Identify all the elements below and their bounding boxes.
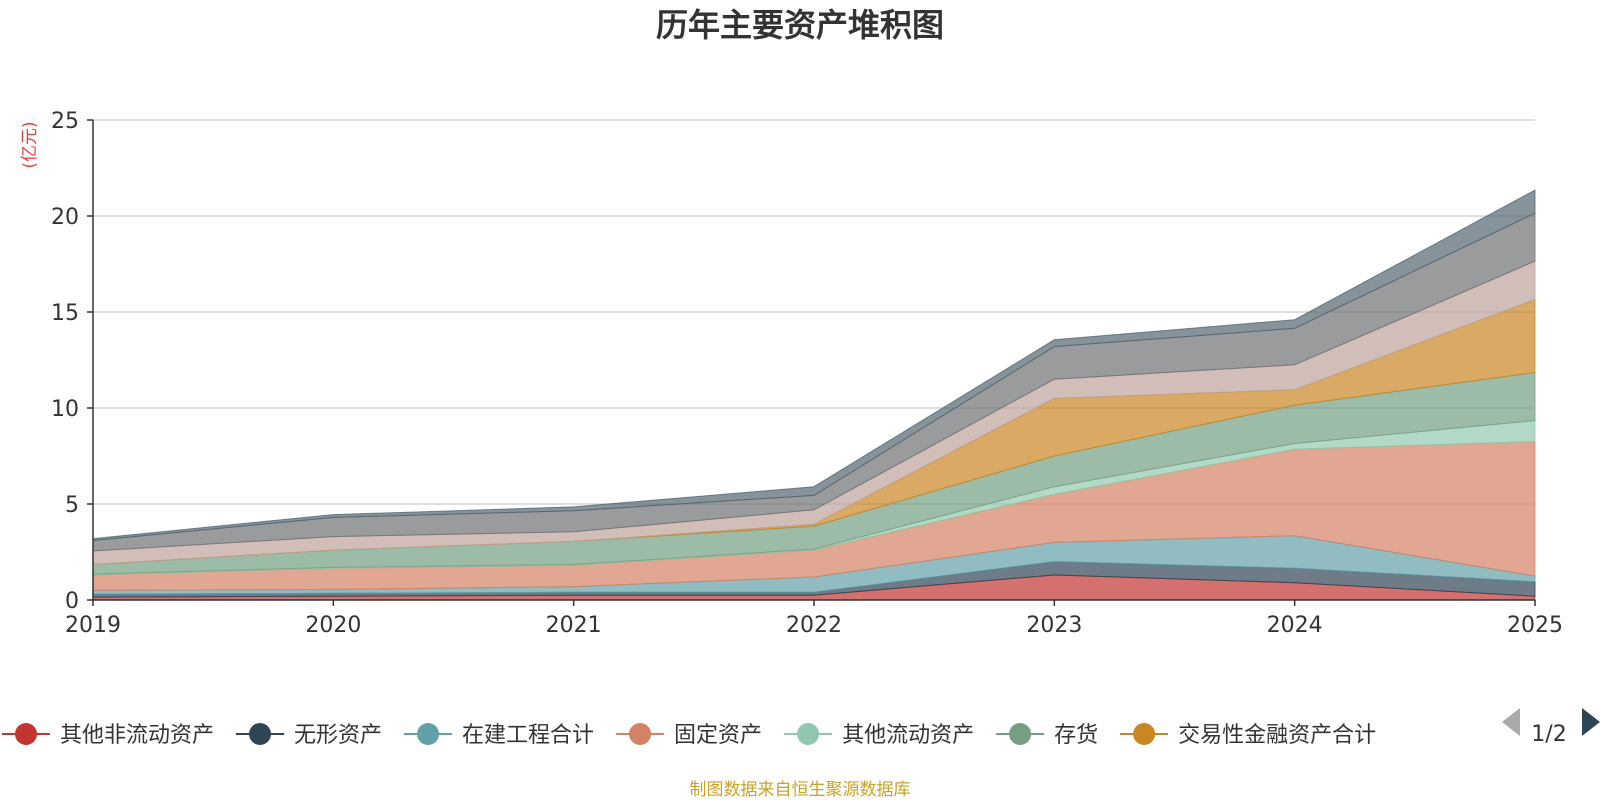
y-tick-labels: 0 5 10 15 20 25 xyxy=(51,109,93,614)
legend-pager: 1/2 xyxy=(1502,708,1600,747)
legend-label: 在建工程合计 xyxy=(462,723,594,748)
legend-label: 无形资产 xyxy=(294,723,382,748)
area-series-group xyxy=(92,189,1536,601)
area-series xyxy=(92,189,1536,542)
legend-label: 存货 xyxy=(1054,723,1098,748)
legend-marker-icon xyxy=(1009,723,1032,745)
legend-marker-icon xyxy=(629,723,652,745)
x-tick-label: 2025 xyxy=(1507,613,1563,638)
legend-marker-icon xyxy=(797,723,820,745)
legend-label: 其他非流动资产 xyxy=(60,723,214,748)
legend-item[interactable]: 交易性金融资产合计 xyxy=(1120,723,1376,748)
y-tick-label: 15 xyxy=(51,301,79,326)
y-tick-label: 5 xyxy=(65,493,79,518)
legend-marker-icon xyxy=(1133,723,1156,745)
legend-item[interactable]: 其他流动资产 xyxy=(784,723,974,748)
legend-item[interactable]: 无形资产 xyxy=(236,723,382,748)
legend-next-page-icon[interactable] xyxy=(1582,708,1600,736)
legend-prev-page-icon[interactable] xyxy=(1502,708,1520,736)
x-tick-label: 2020 xyxy=(305,613,361,638)
legend-item[interactable]: 固定资产 xyxy=(616,723,762,748)
x-tick-label: 2022 xyxy=(786,613,842,638)
legend-marker-icon xyxy=(15,723,37,745)
legend-page-indicator: 1/2 xyxy=(1531,722,1566,747)
x-tick-labels: 2019 2020 2021 2022 2023 2024 2025 xyxy=(65,600,1563,638)
legend[interactable]: 其他非流动资产 无形资产 在建工程合计 固定资产 其他流动资产 存货 交易性金融资产合计 xyxy=(2,723,1376,748)
legend-label: 其他流动资产 xyxy=(842,723,974,748)
legend-marker-icon xyxy=(249,723,272,745)
chart-title: 历年主要资产堆积图 xyxy=(656,6,944,44)
legend-item[interactable]: 在建工程合计 xyxy=(404,723,594,748)
legend-marker-icon xyxy=(417,723,440,745)
legend-label: 交易性金融资产合计 xyxy=(1178,723,1376,748)
y-tick-label: 10 xyxy=(51,397,79,422)
legend-item[interactable]: 其他非流动资产 xyxy=(2,723,214,748)
x-tick-label: 2021 xyxy=(546,613,602,638)
y-tick-label: 25 xyxy=(51,109,79,134)
x-tick-label: 2023 xyxy=(1026,613,1082,638)
legend-label: 固定资产 xyxy=(674,723,762,748)
y-tick-label: 0 xyxy=(65,589,79,614)
x-tick-label: 2019 xyxy=(65,613,121,638)
y-axis-unit-label: (亿元) xyxy=(20,121,40,168)
data-source-note: 制图数据来自恒生聚源数据库 xyxy=(690,780,911,800)
x-tick-label: 2024 xyxy=(1267,613,1323,638)
y-tick-label: 20 xyxy=(51,205,79,230)
legend-item[interactable]: 存货 xyxy=(996,723,1098,748)
